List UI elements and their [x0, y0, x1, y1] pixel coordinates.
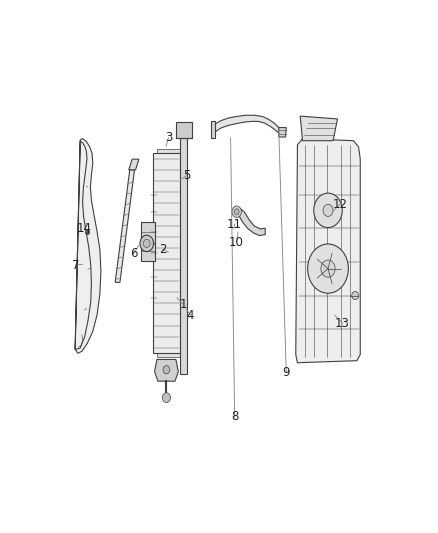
Circle shape	[163, 366, 170, 374]
Polygon shape	[156, 149, 183, 358]
Circle shape	[314, 193, 342, 228]
Polygon shape	[153, 154, 180, 353]
Text: 6: 6	[130, 247, 137, 260]
Text: 8: 8	[231, 410, 238, 423]
Circle shape	[352, 292, 359, 300]
Text: 1: 1	[179, 297, 187, 311]
Polygon shape	[75, 139, 101, 353]
Text: 11: 11	[227, 217, 242, 230]
Polygon shape	[141, 222, 155, 261]
Polygon shape	[234, 207, 265, 236]
Polygon shape	[300, 116, 338, 141]
Circle shape	[143, 239, 150, 247]
Text: 14: 14	[77, 222, 92, 236]
Text: 4: 4	[187, 309, 194, 321]
Polygon shape	[296, 139, 360, 363]
Polygon shape	[129, 159, 139, 170]
Polygon shape	[180, 127, 187, 374]
Circle shape	[140, 235, 154, 252]
Circle shape	[162, 393, 170, 402]
Polygon shape	[211, 122, 215, 138]
Text: 7: 7	[72, 259, 80, 271]
Text: 12: 12	[332, 198, 347, 211]
Polygon shape	[155, 359, 178, 381]
Bar	[176, 122, 191, 138]
Polygon shape	[212, 115, 282, 137]
Text: 9: 9	[283, 366, 290, 379]
Polygon shape	[115, 170, 134, 282]
Polygon shape	[279, 127, 286, 137]
Circle shape	[234, 209, 239, 215]
Circle shape	[232, 206, 241, 217]
Text: 3: 3	[165, 131, 172, 144]
Text: 10: 10	[229, 236, 244, 249]
Circle shape	[307, 244, 348, 293]
Circle shape	[321, 260, 335, 277]
Text: 13: 13	[335, 317, 350, 330]
Text: 5: 5	[183, 169, 190, 182]
Circle shape	[323, 204, 333, 216]
Text: 2: 2	[159, 243, 166, 256]
